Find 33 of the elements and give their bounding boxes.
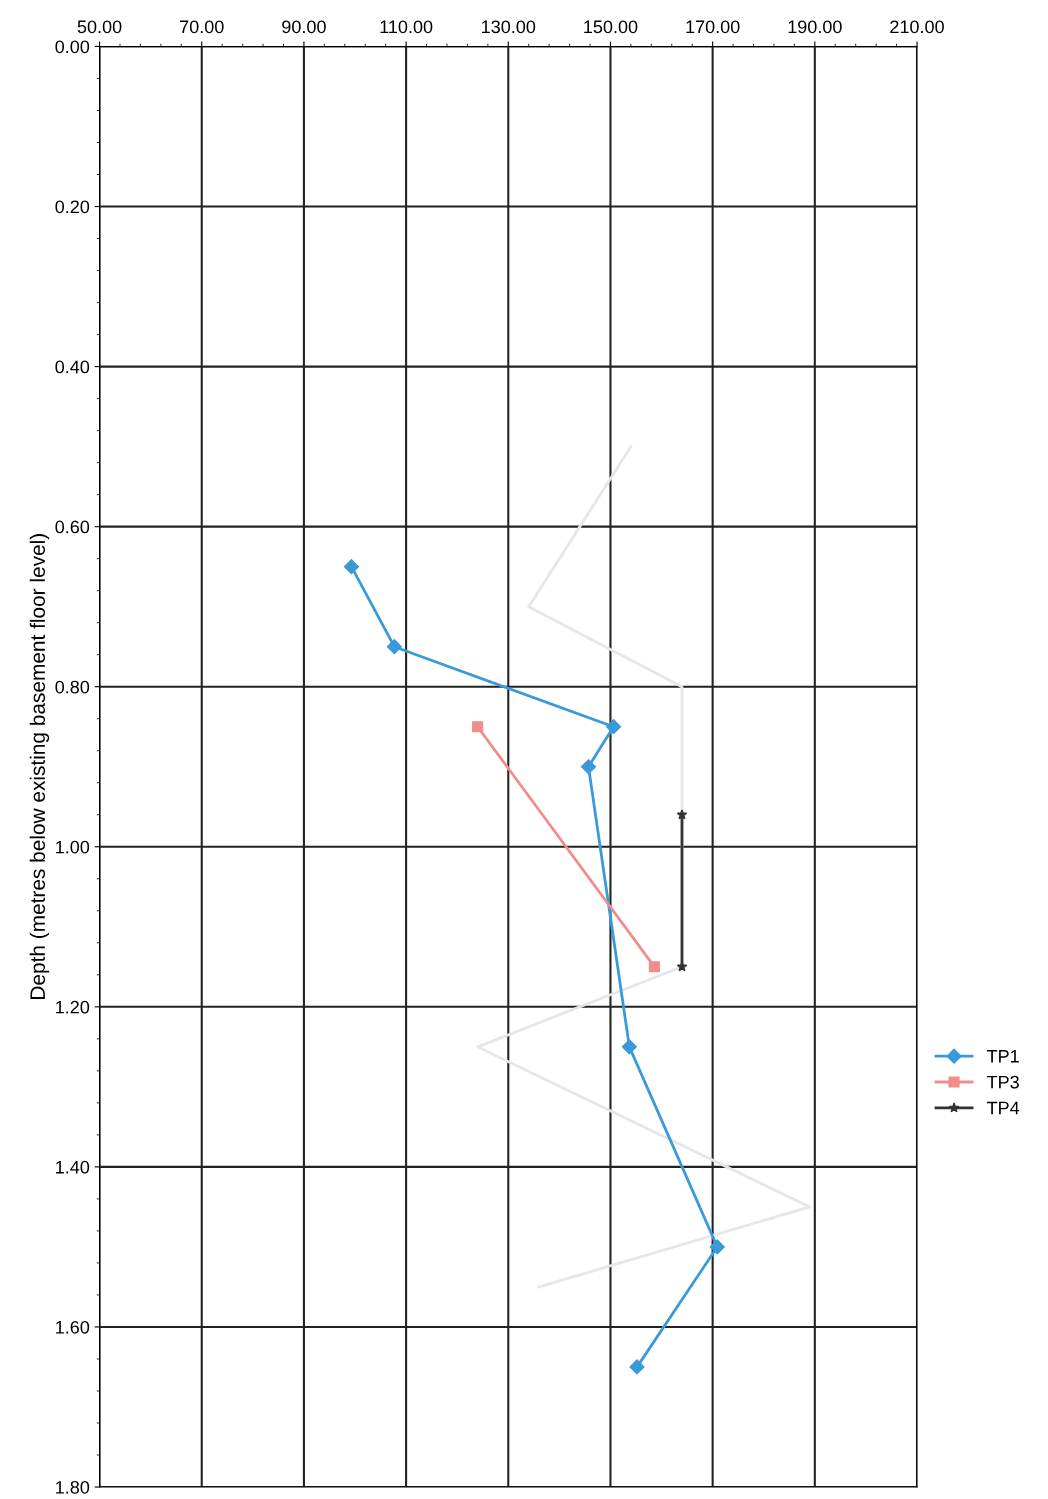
x-tick-label: 130.00 bbox=[482, 20, 536, 34]
y-tick-label: 1.40 bbox=[56, 1160, 90, 1174]
point bbox=[472, 721, 484, 733]
point bbox=[605, 719, 622, 735]
x-tick-label: 170.00 bbox=[686, 20, 740, 34]
x-tick-label: 90.00 bbox=[282, 20, 326, 34]
point bbox=[709, 1239, 725, 1255]
x-tick-label: 190.00 bbox=[788, 20, 842, 34]
y-tick-label: 1.60 bbox=[56, 1320, 90, 1334]
point bbox=[386, 639, 402, 655]
x-tick-label: 50.00 bbox=[77, 20, 122, 34]
point bbox=[580, 759, 597, 775]
x-tick-label: 210.00 bbox=[890, 20, 944, 34]
y-tick-label: 0.80 bbox=[55, 680, 90, 694]
y-tick-label: 0.40 bbox=[55, 360, 90, 374]
y-tick-label: 1.80 bbox=[56, 1480, 90, 1494]
y-axis-title: Depth (metres below existing basement floor level) bbox=[29, 534, 50, 999]
x-tick-label: 110.00 bbox=[380, 20, 433, 34]
x-tick-label: 150.00 bbox=[584, 20, 638, 34]
y-tick-label: 0.20 bbox=[55, 200, 90, 214]
legend-label: TP3 bbox=[986, 1075, 1019, 1089]
y-tick-label: 1.20 bbox=[56, 1000, 90, 1014]
legend-label: TP4 bbox=[986, 1101, 1020, 1115]
y-tick-label: 0.00 bbox=[55, 40, 90, 54]
y-tick-label: 1.00 bbox=[56, 840, 90, 854]
point bbox=[629, 1359, 645, 1375]
x-tick-label: 70.00 bbox=[180, 20, 224, 34]
y-tick-label: 0.60 bbox=[55, 520, 90, 534]
point bbox=[343, 559, 360, 575]
point bbox=[676, 809, 688, 820]
point bbox=[621, 1039, 637, 1055]
legend-label: TP1 bbox=[986, 1050, 1019, 1063]
point bbox=[648, 961, 660, 973]
